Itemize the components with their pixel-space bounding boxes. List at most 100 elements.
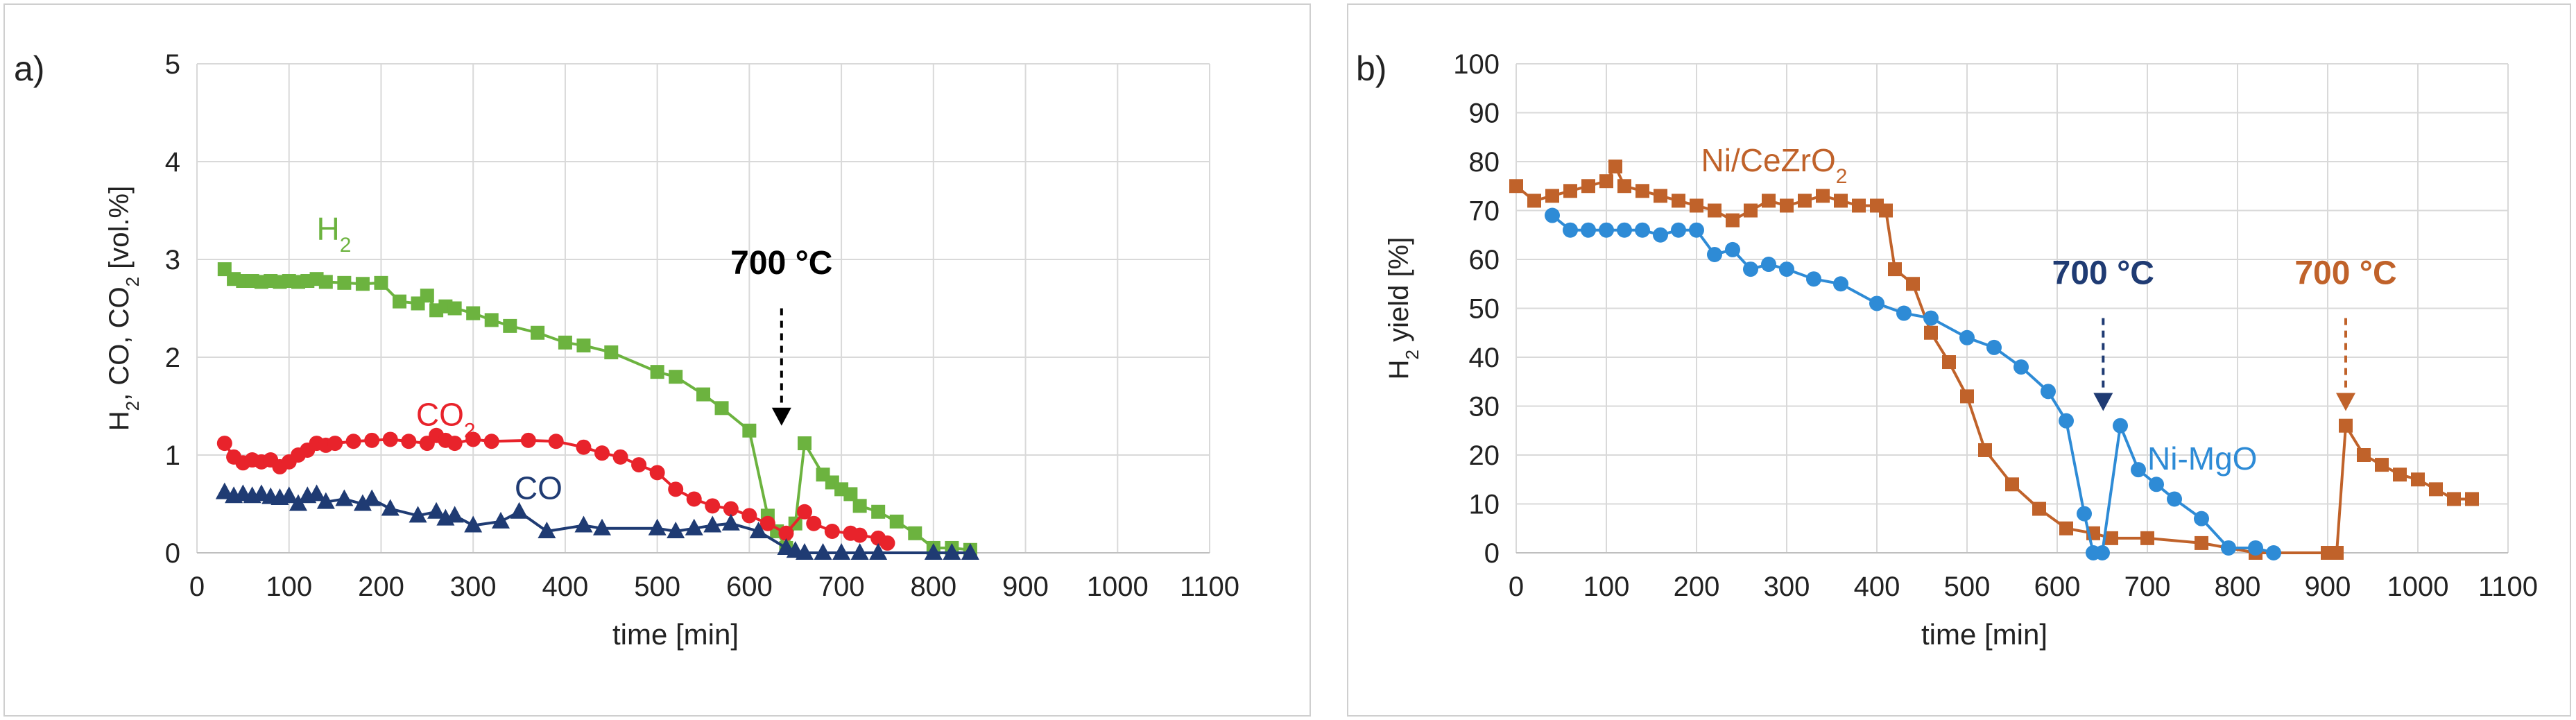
data-point — [1635, 184, 1649, 198]
data-point — [943, 543, 961, 560]
data-point — [447, 436, 463, 452]
series-label: Ni/CeZrO2 — [1701, 142, 1848, 188]
data-point — [466, 306, 481, 320]
annotation-arrow-head — [2336, 393, 2355, 411]
data-point — [1654, 189, 1667, 203]
data-point — [2032, 502, 2046, 516]
x-tick-label: 1100 — [2478, 572, 2538, 602]
annotation-arrow-head — [2093, 393, 2113, 411]
data-point — [2429, 482, 2443, 497]
y-tick-label: 100 — [1453, 49, 1500, 80]
data-point — [1617, 179, 1631, 194]
data-point — [1879, 203, 1893, 218]
data-point — [464, 515, 483, 533]
data-point — [427, 502, 446, 519]
series-0 — [217, 262, 977, 557]
data-point — [667, 521, 685, 538]
data-point — [335, 489, 354, 506]
data-point — [824, 523, 840, 539]
data-point — [353, 494, 372, 511]
x-tick-label: 900 — [2305, 572, 2351, 602]
data-point — [445, 506, 464, 523]
data-point — [1608, 160, 1622, 174]
data-point — [685, 518, 703, 535]
series-line — [1551, 214, 2274, 554]
data-point — [393, 294, 406, 309]
data-point — [576, 338, 591, 353]
data-point — [843, 487, 858, 502]
data-point — [1563, 184, 1577, 198]
series-0 — [1509, 160, 2479, 560]
data-point — [2059, 413, 2074, 429]
data-point — [2357, 448, 2371, 462]
data-point — [531, 325, 545, 340]
x-tick-label: 900 — [1002, 572, 1049, 602]
data-point — [1653, 227, 1668, 243]
x-tick-label: 800 — [910, 572, 956, 602]
data-point — [850, 543, 869, 560]
data-point — [1635, 222, 1650, 238]
data-point — [798, 436, 812, 451]
annotation-700c: 700 °C — [2052, 255, 2154, 411]
data-point — [2059, 521, 2073, 535]
x-tick-label: 100 — [266, 572, 312, 602]
data-point — [2095, 545, 2110, 560]
data-point — [381, 499, 400, 516]
data-point — [1509, 179, 1523, 194]
data-point — [548, 434, 564, 449]
data-point — [2041, 384, 2056, 400]
data-point — [631, 457, 647, 473]
series-1 — [1545, 207, 2281, 560]
series-label: Ni-MgO — [2147, 440, 2257, 477]
x-tick-label: 700 — [818, 572, 865, 602]
data-point — [510, 502, 529, 519]
data-point — [345, 434, 361, 449]
data-point — [2195, 535, 2208, 550]
data-point — [908, 526, 922, 540]
y-axis-title: H2, CO, CO2 [vol.%] — [104, 186, 143, 431]
data-point — [558, 335, 572, 350]
x-tick-label: 400 — [542, 572, 589, 602]
annotation-arrow-head — [771, 407, 791, 426]
data-point — [714, 401, 729, 415]
data-point — [686, 491, 702, 507]
data-point — [2005, 477, 2019, 492]
data-point — [1762, 194, 1776, 208]
panel-b-label: b) — [1356, 49, 1387, 88]
data-point — [318, 275, 333, 289]
data-point — [574, 515, 593, 533]
x-axis-title: time [min] — [1921, 618, 2047, 651]
data-point — [594, 445, 610, 461]
data-point — [2393, 468, 2407, 482]
y-tick-label: 5 — [165, 49, 180, 80]
y-tick-label: 40 — [1469, 343, 1500, 373]
y-tick-label: 20 — [1469, 440, 1500, 471]
data-point — [1744, 203, 1758, 218]
data-point — [852, 527, 868, 543]
data-point — [797, 504, 812, 520]
data-point — [749, 521, 768, 538]
data-point — [520, 432, 536, 448]
data-point — [1942, 355, 1956, 370]
data-point — [1690, 198, 1703, 213]
data-point — [742, 423, 757, 438]
data-point — [307, 484, 326, 502]
data-point — [216, 436, 232, 452]
data-point — [374, 275, 388, 290]
data-point — [355, 277, 370, 291]
data-point — [1581, 222, 1596, 238]
y-tick-label: 10 — [1469, 490, 1500, 520]
series-label: CO — [515, 470, 563, 506]
x-tick-label: 1100 — [1180, 572, 1239, 602]
data-point — [889, 514, 904, 529]
data-point — [648, 518, 667, 535]
data-point — [1923, 310, 1939, 326]
data-point — [879, 535, 895, 551]
data-point — [1545, 207, 1560, 223]
series-label: H2 — [317, 211, 352, 257]
data-point — [538, 521, 556, 538]
data-point — [215, 482, 234, 499]
data-point — [669, 370, 683, 384]
data-point — [796, 543, 814, 560]
data-point — [1707, 246, 1722, 262]
